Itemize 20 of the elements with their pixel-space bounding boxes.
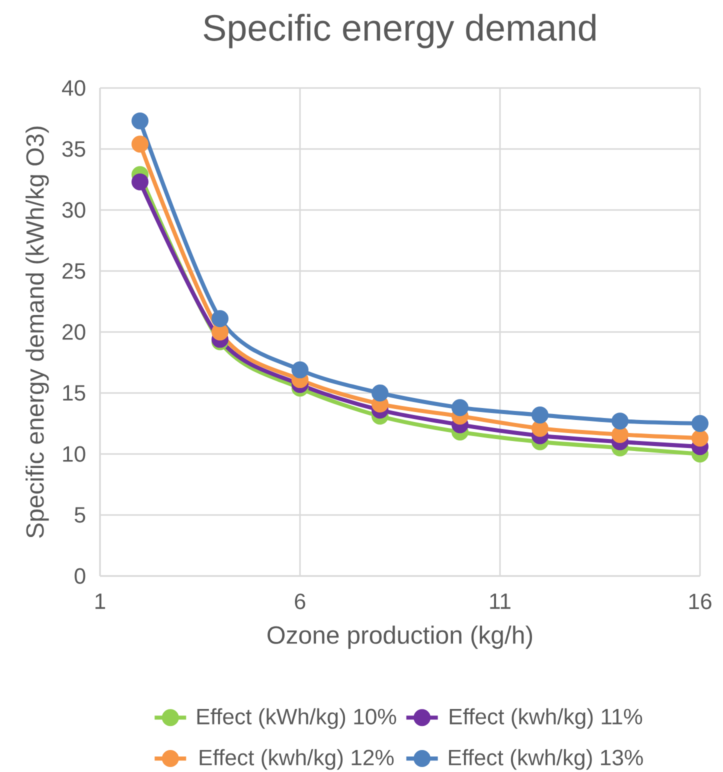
x-tick-label: 6 (294, 594, 306, 610)
chart-title: Specific energy demand (204, 14, 596, 48)
legend-label: Effect (kwh/kg) 13% (449, 749, 643, 770)
y-tick-label: 30 (62, 202, 86, 218)
y-tick-label: 40 (62, 80, 86, 96)
legend-label: Effect (kwh/kg) 11% (450, 708, 642, 729)
y-tick-label: 5 (74, 507, 86, 523)
y-tick-label: 20 (62, 324, 86, 340)
y-tick-label: 0 (74, 568, 86, 584)
y-tick-label: 35 (62, 141, 86, 157)
x-axis-title: Ozone production (kg/h) (268, 626, 532, 649)
x-tick-label: 11 (490, 594, 510, 609)
y-tick-label: 15 (63, 385, 86, 401)
y-tick-label: 10 (63, 446, 86, 462)
legend-label: Effect (kwh/kg) 12% (200, 749, 394, 770)
x-tick-label: 16 (689, 594, 712, 610)
y-tick-label: 25 (62, 263, 86, 279)
legend-label: Effect (kWh/kg) 10% (197, 708, 396, 729)
x-tick-label: 1 (96, 594, 106, 609)
y-axis-title: Specific energy demand (kWh/kg O3) (26, 126, 49, 538)
